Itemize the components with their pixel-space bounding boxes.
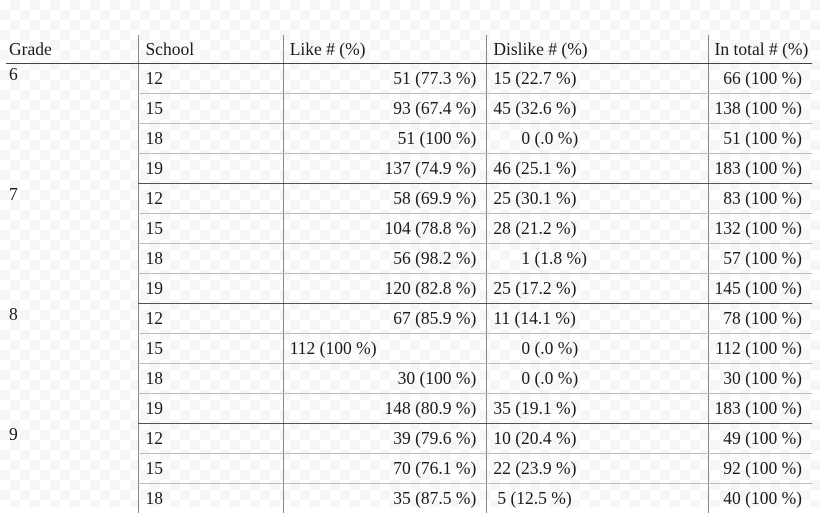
total-cell: 78 (100 %)	[708, 304, 812, 334]
like-cell: 120 (82.8 %)	[283, 274, 487, 304]
total-cell: 49 (100 %)	[708, 424, 812, 454]
dislike-cell: 25 (17.2 %)	[487, 274, 708, 304]
school-cell: 19	[139, 154, 283, 184]
total-cell: 183 (100 %)	[708, 154, 812, 184]
like-cell: 39 (79.6 %)	[283, 424, 487, 454]
like-cell: 56 (98.2 %)	[283, 244, 487, 274]
dislike-cell: 46 (25.1 %)	[487, 154, 708, 184]
header-total: In total # (%)	[708, 35, 812, 64]
data-table: Grade School Like # (%) Dislike # (%) In…	[6, 35, 812, 513]
like-cell: 67 (85.9 %)	[283, 304, 487, 334]
like-cell: 35 (87.5 %)	[283, 484, 487, 513]
school-cell: 19	[139, 274, 283, 304]
school-cell: 15	[139, 454, 283, 484]
grade-cell: 6	[6, 64, 139, 184]
total-cell: 57 (100 %)	[708, 244, 812, 274]
dislike-cell: 5 (12.5 %)	[487, 484, 708, 513]
like-cell: 137 (74.9 %)	[283, 154, 487, 184]
dislike-cell: 1 (1.8 %)	[487, 244, 708, 274]
header-dislike: Dislike # (%)	[487, 35, 708, 64]
total-cell: 51 (100 %)	[708, 124, 812, 154]
school-cell: 18	[139, 364, 283, 394]
dislike-cell: 10 (20.4 %)	[487, 424, 708, 454]
like-cell: 148 (80.9 %)	[283, 394, 487, 424]
dislike-cell: 0 (.0 %)	[487, 334, 708, 364]
dislike-cell: 28 (21.2 %)	[487, 214, 708, 244]
total-cell: 83 (100 %)	[708, 184, 812, 214]
school-cell: 18	[139, 484, 283, 513]
header-grade: Grade	[6, 35, 139, 64]
table-row: 9 12 39 (79.6 %) 10 (20.4 %) 49 (100 %)	[6, 424, 812, 454]
dislike-cell: 45 (32.6 %)	[487, 94, 708, 124]
school-cell: 19	[139, 394, 283, 424]
dislike-cell: 0 (.0 %)	[487, 364, 708, 394]
header-row: Grade School Like # (%) Dislike # (%) In…	[6, 35, 812, 64]
like-cell: 30 (100 %)	[283, 364, 487, 394]
like-cell: 51 (77.3 %)	[283, 64, 487, 94]
like-cell: 58 (69.9 %)	[283, 184, 487, 214]
dislike-cell: 11 (14.1 %)	[487, 304, 708, 334]
like-cell: 70 (76.1 %)	[283, 454, 487, 484]
total-cell: 66 (100 %)	[708, 64, 812, 94]
school-cell: 15	[139, 94, 283, 124]
table-row: 6 12 51 (77.3 %) 15 (22.7 %) 66 (100 %)	[6, 64, 812, 94]
header-school: School	[139, 35, 283, 64]
school-cell: 18	[139, 244, 283, 274]
total-cell: 183 (100 %)	[708, 394, 812, 424]
grade-cell: 8	[6, 304, 139, 424]
dislike-cell: 0 (.0 %)	[487, 124, 708, 154]
dislike-cell: 15 (22.7 %)	[487, 64, 708, 94]
total-cell: 30 (100 %)	[708, 364, 812, 394]
header-like: Like # (%)	[283, 35, 487, 64]
total-cell: 40 (100 %)	[708, 484, 812, 513]
school-cell: 18	[139, 124, 283, 154]
school-cell: 12	[139, 184, 283, 214]
table-body: 6 12 51 (77.3 %) 15 (22.7 %) 66 (100 %) …	[6, 64, 812, 513]
table-row: 7 12 58 (69.9 %) 25 (30.1 %) 83 (100 %)	[6, 184, 812, 214]
grade-cell: 9	[6, 424, 139, 513]
school-cell: 12	[139, 424, 283, 454]
table-row: 8 12 67 (85.9 %) 11 (14.1 %) 78 (100 %)	[6, 304, 812, 334]
dislike-cell: 25 (30.1 %)	[487, 184, 708, 214]
grade-cell: 7	[6, 184, 139, 304]
total-cell: 145 (100 %)	[708, 274, 812, 304]
total-cell: 138 (100 %)	[708, 94, 812, 124]
school-cell: 15	[139, 214, 283, 244]
like-cell: 112 (100 %)	[283, 334, 487, 364]
table-header: Grade School Like # (%) Dislike # (%) In…	[6, 35, 812, 64]
dislike-cell: 35 (19.1 %)	[487, 394, 708, 424]
dislike-cell: 22 (23.9 %)	[487, 454, 708, 484]
like-cell: 104 (78.8 %)	[283, 214, 487, 244]
total-cell: 92 (100 %)	[708, 454, 812, 484]
total-cell: 132 (100 %)	[708, 214, 812, 244]
school-cell: 12	[139, 304, 283, 334]
like-cell: 51 (100 %)	[283, 124, 487, 154]
total-cell: 112 (100 %)	[708, 334, 812, 364]
school-cell: 12	[139, 64, 283, 94]
like-cell: 93 (67.4 %)	[283, 94, 487, 124]
school-cell: 15	[139, 334, 283, 364]
